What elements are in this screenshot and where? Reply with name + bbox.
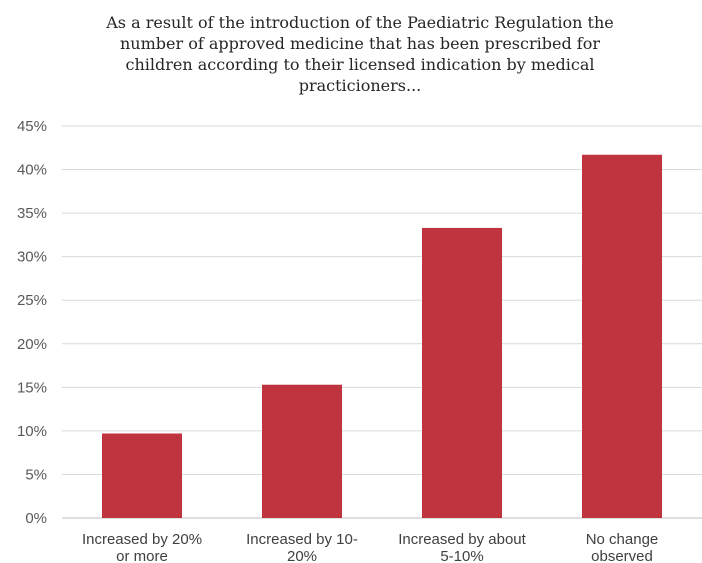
y-tick-label: 25%: [17, 292, 47, 309]
bar: [582, 154, 662, 518]
y-tick-label: 20%: [17, 336, 47, 353]
y-tick-label: 30%: [17, 249, 47, 266]
x-category-label: 5-10%: [440, 548, 483, 563]
chart-title-line: practicioners...: [298, 76, 422, 95]
bar: [422, 227, 502, 519]
y-tick-label: 35%: [17, 205, 47, 222]
x-category-label: Increased by 10-: [246, 531, 358, 548]
y-tick-label: 40%: [17, 162, 47, 179]
y-axis-ticks: 0% 5% 10% 15% 20% 25% 30% 35% 40% 45%: [17, 118, 47, 527]
y-tick-label: 15%: [17, 379, 47, 396]
chart-title-line: As a result of the introduction of the P…: [106, 13, 614, 32]
bars: [102, 154, 662, 519]
chart-title-line: number of approved medicine that has bee…: [120, 34, 600, 53]
bar: [262, 384, 342, 518]
y-tick-label: 0%: [25, 510, 47, 527]
x-axis-labels: Increased by 20%or more Increased by 10-2…: [82, 531, 658, 563]
x-category-label: observed: [591, 548, 653, 563]
x-category-label: or more: [116, 548, 168, 563]
y-tick-label: 5%: [25, 466, 47, 483]
x-category-label: 20%: [287, 548, 317, 563]
y-tick-label: 10%: [17, 423, 47, 440]
chart-title-line: children according to their licensed ind…: [125, 55, 595, 74]
y-tick-label: 45%: [17, 118, 47, 135]
chart-title: As a result of the introduction of the P…: [60, 12, 660, 96]
x-category-label: No change: [586, 531, 659, 548]
x-category-label: Increased by 20%: [82, 531, 202, 548]
bar: [102, 433, 182, 518]
x-category-label: Increased by about: [398, 531, 526, 548]
